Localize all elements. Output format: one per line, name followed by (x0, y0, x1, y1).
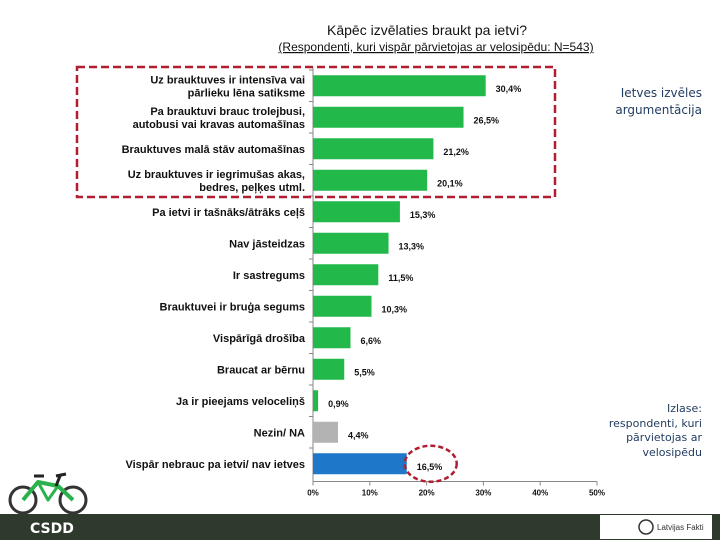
x-tick-label: 50% (589, 489, 605, 498)
x-tick-label: 30% (475, 489, 491, 498)
value-label: 20,1% (437, 178, 463, 188)
value-label: 13,3% (399, 241, 425, 251)
value-label: 10,3% (382, 304, 408, 314)
value-label: 0,9% (328, 399, 349, 409)
value-label: 15,3% (410, 210, 436, 220)
value-label: 5,5% (354, 367, 375, 377)
x-tick-label: 10% (362, 489, 378, 498)
x-tick-labels: 0% 10% 20% 30% 40% 50% (307, 489, 605, 498)
bar (313, 390, 319, 412)
sample-note: Izlase: respondenti, kuri pārvietojas ar… (608, 402, 702, 459)
category-label: autobusi vai kravas automašīnas (133, 119, 305, 131)
category-label: Ja ir pieejams veloceliņš (176, 396, 305, 408)
category-label: Pa brauktuvi brauc trolejbusi, (150, 106, 305, 118)
value-label: 21,2% (443, 147, 469, 157)
bar (313, 75, 486, 97)
highlight-circle (403, 444, 458, 483)
bar (313, 138, 434, 160)
x-tick-label: 40% (532, 489, 548, 498)
category-label: Nezin/ NA (254, 427, 305, 439)
argumentation-note: Ietves izvēles argumentācija (615, 86, 702, 117)
category-label: bedres, peļķes utml. (199, 182, 305, 194)
category-label: Braucat ar bērnu (217, 364, 305, 376)
chart-title: Kāpēc izvēlaties braukt pa ietvi? (327, 22, 527, 38)
category-label: Pa ietvi ir tašnāks/ātrāks ceļš (152, 207, 305, 219)
x-tick-label: 0% (307, 489, 319, 498)
category-label: Uz brauktuves ir iegrimušas akas, (128, 169, 305, 181)
highlights (75, 65, 557, 483)
x-tick-label: 20% (419, 489, 435, 498)
bar (313, 421, 338, 443)
bar (313, 201, 400, 223)
category-label: Vispārīgā drošība (213, 333, 306, 345)
category-label: Ir sastregums (233, 270, 305, 282)
category-label: Brauktuves malā stāv automašīnas (122, 144, 305, 156)
partner-logo-text: Latvijas Fakti (657, 523, 704, 532)
bars (313, 75, 486, 475)
chart-subtitle: (Respondenti, kuri vispār pārvietojas ar… (278, 40, 593, 54)
category-label: Brauktuvei ir bruģa segums (160, 300, 306, 313)
highlight-box (75, 65, 557, 199)
category-label: Uz brauktuves ir intensīva vai (150, 74, 305, 86)
category-label: Nav jāsteidzas (229, 238, 305, 250)
bar (313, 232, 389, 254)
bicycle-icon (8, 472, 88, 515)
value-label: 6,6% (360, 336, 381, 346)
value-label: 16,5% (417, 462, 443, 472)
value-label: 4,4% (348, 430, 369, 440)
bar (313, 264, 379, 286)
partner-logo-mark-icon (638, 519, 654, 535)
bar (313, 169, 428, 191)
bar (313, 453, 407, 475)
bar (313, 106, 464, 128)
value-labels: 30,4% 26,5% 21,2% 20,1% 15,3% 13,3% 11,5% 10,3%… (328, 84, 521, 472)
partner-logo: Latvijas Fakti (600, 515, 712, 539)
bar (313, 327, 351, 349)
csdd-logo-text: CSDD (30, 521, 74, 537)
bar (313, 358, 345, 380)
bar (313, 295, 372, 317)
category-label: pārlieku lēna satiksme (188, 87, 305, 99)
value-label: 30,4% (496, 84, 522, 94)
value-label: 11,5% (388, 273, 413, 283)
category-label: Vispār nebrauc pa ietvi/ nav ietves (125, 459, 305, 471)
value-label: 26,5% (474, 115, 500, 125)
csdd-logo: CSDD (30, 521, 74, 537)
